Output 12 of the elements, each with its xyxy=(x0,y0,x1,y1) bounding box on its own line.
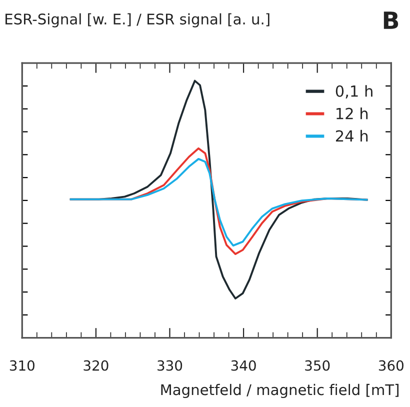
x-axis-title: Magnetfeld / magnetic field [mT] xyxy=(161,384,398,398)
x-tick-label: 320 xyxy=(84,360,108,371)
x-tick-label: 330 xyxy=(158,360,182,371)
y-axis-title: ESR-Signal [w. E.] / ESR signal [a. u.] xyxy=(6,13,270,28)
legend-label: 24 h xyxy=(336,130,368,142)
x-tick-label: 360 xyxy=(378,360,404,371)
x-tick-label: 350 xyxy=(305,360,330,371)
legend-label: 0,1 h xyxy=(336,85,372,98)
x-tick-label: 310 xyxy=(10,360,34,371)
text: B xyxy=(384,12,398,29)
legend-label: 12 h xyxy=(336,108,368,120)
x-tick-label: 340 xyxy=(231,360,256,371)
